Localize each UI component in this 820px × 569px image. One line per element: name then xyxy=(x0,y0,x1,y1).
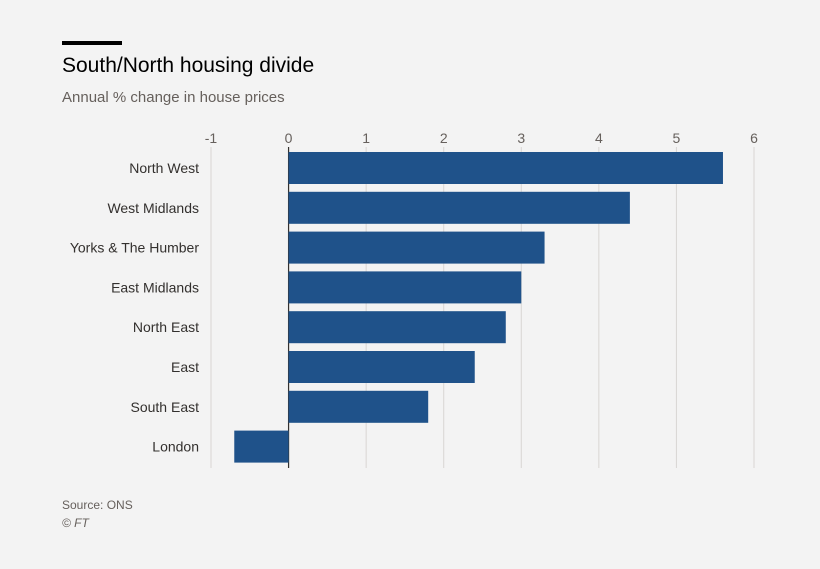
category-label: West Midlands xyxy=(107,200,199,216)
bar xyxy=(288,311,506,344)
category-label: North West xyxy=(129,160,199,176)
credit-note: © FT xyxy=(62,516,89,530)
x-tick-label: 1 xyxy=(362,130,370,146)
bar xyxy=(288,191,630,224)
x-tick-label: -1 xyxy=(205,130,218,146)
x-tick-label: 5 xyxy=(673,130,681,146)
x-tick-label: 2 xyxy=(440,130,448,146)
x-tick-label: 0 xyxy=(285,130,293,146)
x-tick-label: 4 xyxy=(595,130,603,146)
chart-subtitle: Annual % change in house prices xyxy=(62,89,285,106)
x-tick-label: 6 xyxy=(750,130,758,146)
bar xyxy=(288,271,522,304)
bar xyxy=(288,390,429,423)
category-label: North East xyxy=(133,319,199,335)
category-label: London xyxy=(152,439,199,455)
bar xyxy=(288,351,475,383)
title-rule xyxy=(62,41,122,45)
category-label: East Midlands xyxy=(111,279,199,295)
category-label: Yorks & The Humber xyxy=(70,240,200,256)
bar xyxy=(288,231,545,264)
category-label: South East xyxy=(131,399,200,415)
chart-title: South/North housing divide xyxy=(62,54,315,77)
category-label: East xyxy=(171,359,199,375)
bar xyxy=(234,430,289,463)
source-note: Source: ONS xyxy=(62,498,133,512)
bar xyxy=(288,152,723,184)
x-tick-label: 3 xyxy=(517,130,525,146)
